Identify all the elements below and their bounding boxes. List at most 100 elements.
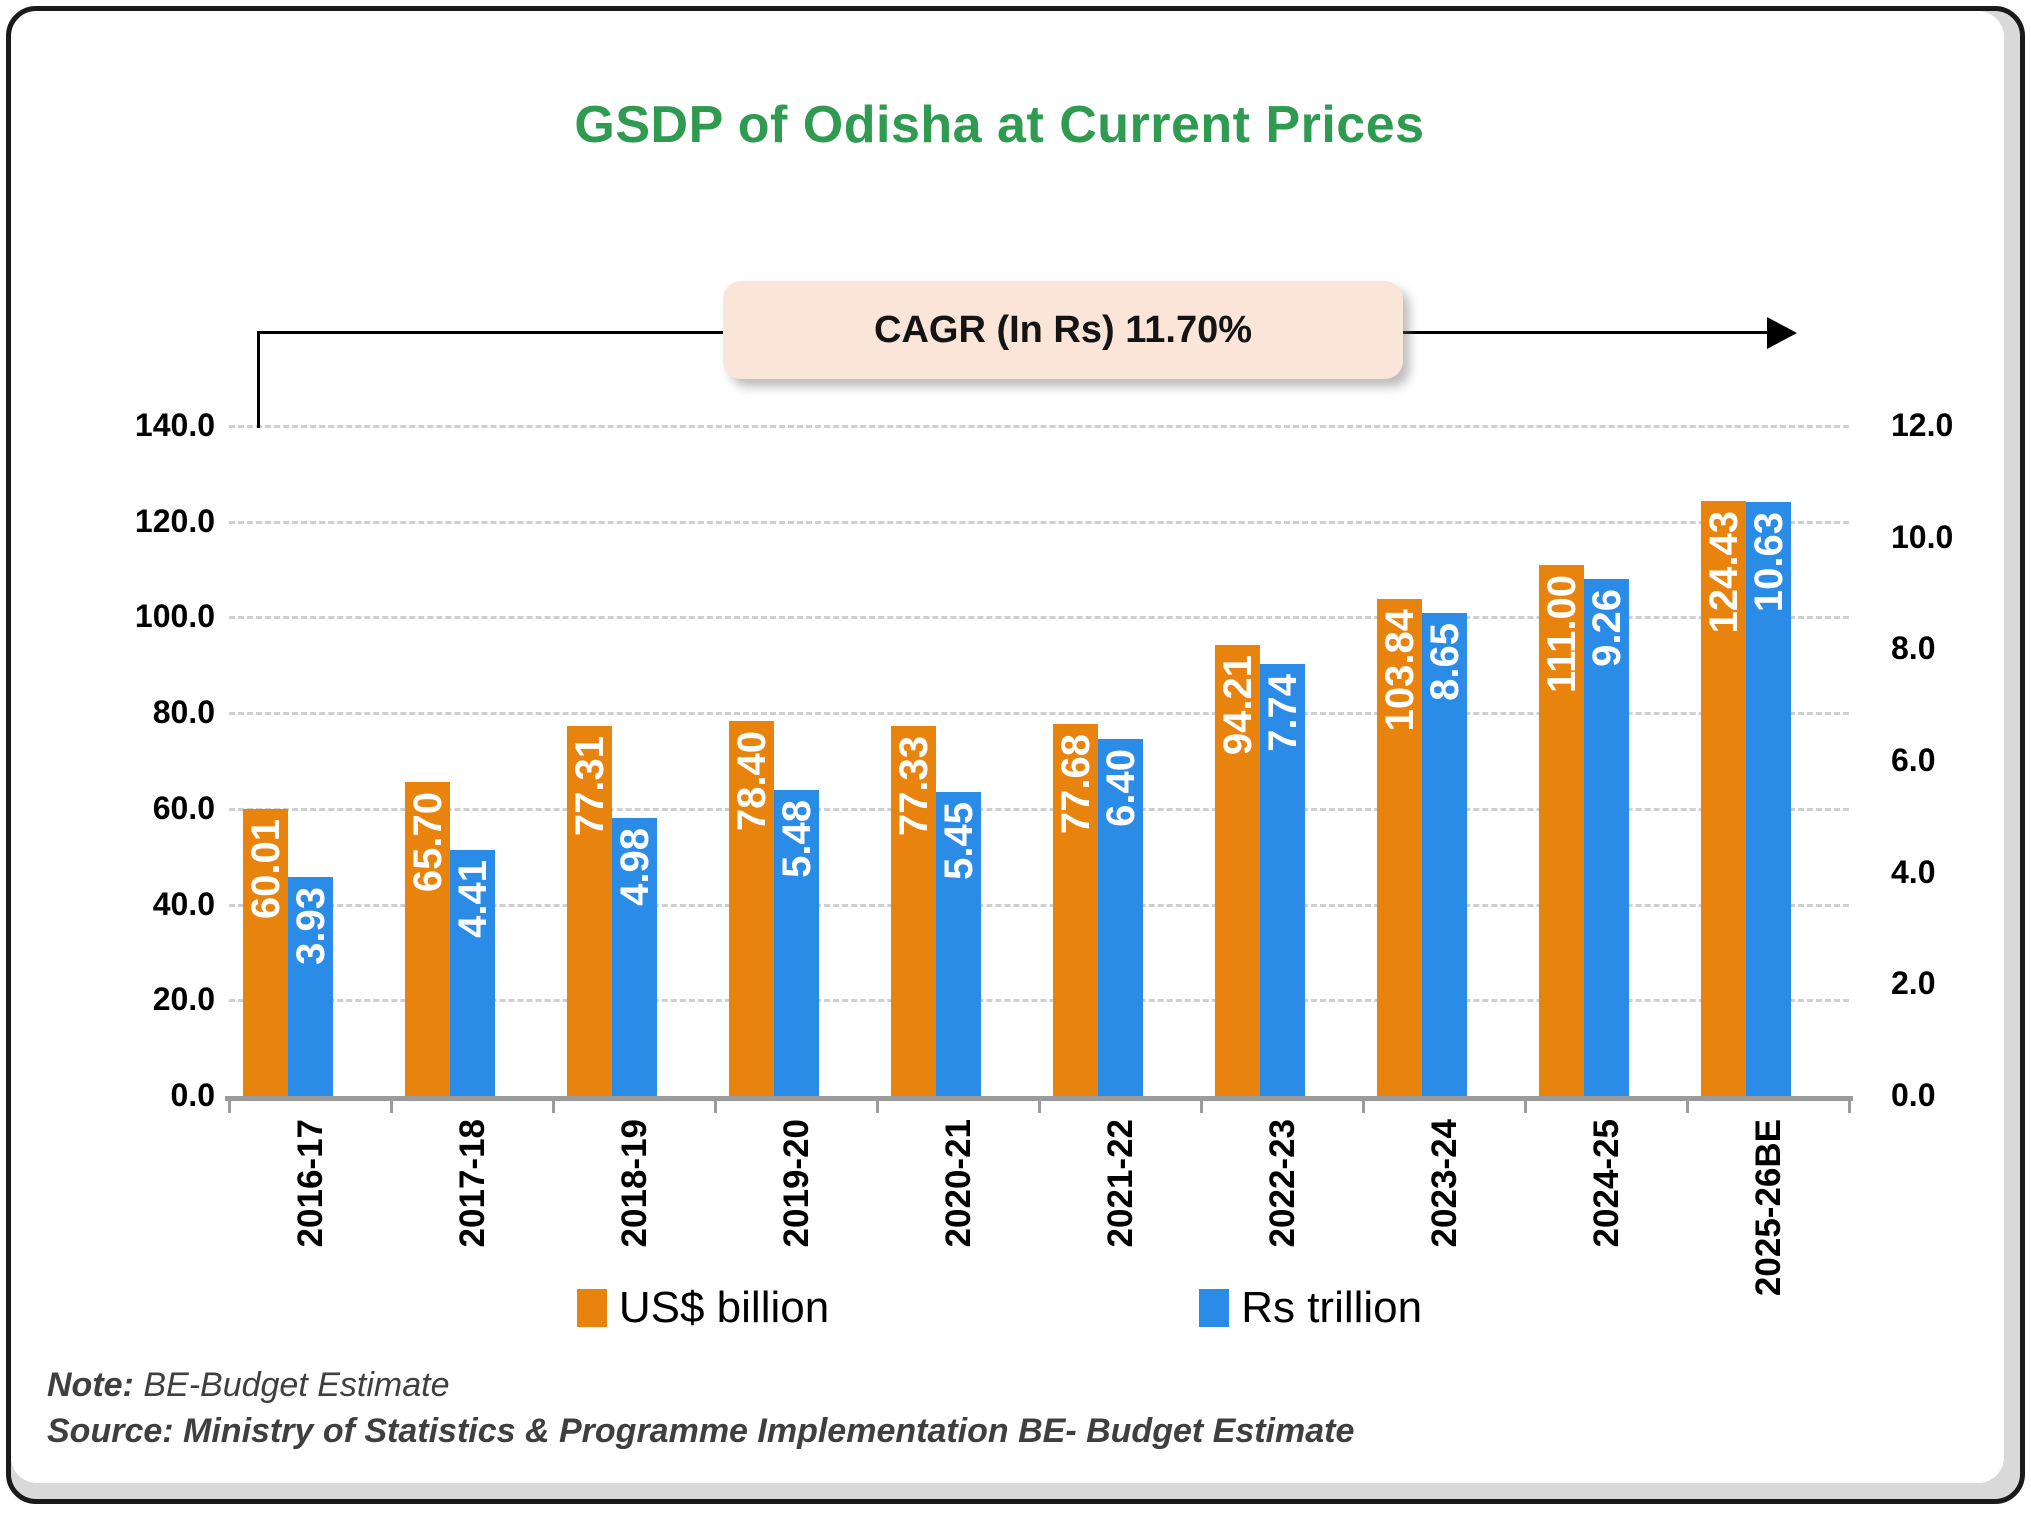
bar-value-text: 78.40 xyxy=(729,730,774,831)
y-axis-label-right: 8.0 xyxy=(1891,630,1936,667)
cagr-annotation: CAGR (In Rs) 11.70% xyxy=(723,281,1403,379)
bar-value-text: 10.63 xyxy=(1746,512,1791,613)
bar-rs-trillion xyxy=(288,876,333,1096)
bar-us-billion xyxy=(1377,599,1422,1096)
bar-value-text: 77.31 xyxy=(567,736,612,837)
x-axis-category-label: 2019-20 xyxy=(715,1119,877,1247)
x-axis-tick xyxy=(390,1096,393,1113)
bar-value-label-rs-trillion: 4.41 xyxy=(450,860,495,938)
bar-rs-trillion xyxy=(1098,738,1143,1096)
x-axis-tick xyxy=(876,1096,879,1113)
bar-value-label-rs-trillion: 4.98 xyxy=(612,828,657,906)
x-axis-tick xyxy=(1686,1096,1689,1113)
bar-value-text: 111.00 xyxy=(1539,574,1584,693)
bar-value-text: 9.26 xyxy=(1584,588,1629,667)
x-axis-category-label: 2023-24 xyxy=(1363,1119,1525,1247)
bar-value-label-rs-trillion: 8.65 xyxy=(1422,623,1467,701)
y-axis-label-left: 120.0 xyxy=(134,502,215,539)
bar-value-text: 5.48 xyxy=(774,800,819,878)
y-axis-label-left: 20.0 xyxy=(152,981,215,1018)
x-axis-category-label: 2024-25 xyxy=(1525,1119,1687,1247)
bar-value-text: 77.33 xyxy=(891,735,936,837)
bar-value-label-rs-trillion: 5.48 xyxy=(774,800,819,878)
bar-value-label-us-billion: 65.70 xyxy=(405,792,450,892)
bar-value-label-us-billion: 77.68 xyxy=(1053,734,1098,834)
bar-us-billion xyxy=(567,726,612,1096)
bar-value-label-us-billion: 103.84 xyxy=(1377,609,1422,731)
gridline xyxy=(229,807,1849,811)
legend-swatch-us-billion xyxy=(576,1289,607,1327)
bar-value-label-rs-trillion: 10.63 xyxy=(1746,512,1791,612)
x-axis-category-text: 2024-25 xyxy=(1586,1119,1626,1248)
x-axis-category-text: 2019-20 xyxy=(776,1119,816,1248)
x-axis-category-text: 2023-24 xyxy=(1424,1119,1464,1248)
x-axis-tick xyxy=(552,1096,555,1113)
y-axis-label-left: 0.0 xyxy=(170,1077,215,1113)
x-axis-category-label: 2018-19 xyxy=(553,1119,715,1247)
y-axis-label-left: 140.0 xyxy=(134,407,215,443)
bar-rs-trillion xyxy=(774,790,819,1096)
y-axis-label-right: 12.0 xyxy=(1891,407,1954,443)
bar-value-label-us-billion: 60.01 xyxy=(243,819,288,919)
bar-us-billion xyxy=(243,808,288,1096)
x-axis-tick xyxy=(1524,1096,1527,1113)
x-axis-category-label: 2020-21 xyxy=(877,1119,1039,1247)
bar-rs-trillion xyxy=(1584,578,1629,1096)
bar-value-label-us-billion: 78.40 xyxy=(729,731,774,831)
x-axis-category-text: 2025-26BE xyxy=(1748,1119,1788,1297)
cagr-arrow-head xyxy=(1767,317,1797,349)
x-axis-category-text: 2021-22 xyxy=(1100,1119,1140,1248)
legend-label-rs-trillion: Rs trillion xyxy=(1241,1283,1423,1332)
x-axis-tick xyxy=(228,1096,231,1113)
x-axis-category-label: 2017-18 xyxy=(391,1119,553,1247)
y-axis-label-left: 80.0 xyxy=(152,694,215,731)
y-axis-label-left: 40.0 xyxy=(152,885,215,922)
bar-value-label-us-billion: 111.00 xyxy=(1539,575,1584,693)
gridline xyxy=(229,903,1849,907)
x-axis-line xyxy=(225,1096,1853,1101)
x-axis-tick xyxy=(714,1096,717,1113)
bar-us-billion xyxy=(891,725,936,1096)
source-text: Ministry of Statistics & Programme Imple… xyxy=(173,1411,1355,1450)
legend-item-us-billion: US$ billion xyxy=(576,1283,830,1333)
bar-us-billion xyxy=(405,781,450,1096)
chart-title: GSDP of Odisha at Current Prices xyxy=(574,96,1425,154)
bar-value-label-us-billion: 77.33 xyxy=(891,736,936,836)
bar-value-text: 94.21 xyxy=(1215,655,1260,756)
bar-rs-trillion xyxy=(1260,663,1305,1096)
bar-value-text: 77.68 xyxy=(1053,734,1098,835)
bar-value-text: 6.40 xyxy=(1098,748,1143,827)
bar-value-text: 103.84 xyxy=(1377,609,1422,732)
bar-value-label-rs-trillion: 3.93 xyxy=(288,887,333,965)
bar-rs-trillion xyxy=(1746,502,1791,1096)
bar-value-text: 60.01 xyxy=(243,818,288,919)
x-axis-category-label: 2021-22 xyxy=(1039,1119,1201,1247)
bar-value-text: 65.70 xyxy=(405,791,450,892)
y-axis-label-right: 0.0 xyxy=(1891,1077,1936,1113)
cagr-arrow-vertical-line xyxy=(257,331,260,428)
bar-value-label-rs-trillion: 5.45 xyxy=(936,802,981,880)
bar-value-label-rs-trillion: 9.26 xyxy=(1584,589,1629,667)
bar-us-billion xyxy=(1215,645,1260,1096)
bar-us-billion xyxy=(1053,724,1098,1096)
y-axis-label-left: 60.0 xyxy=(152,789,215,826)
y-axis-label-right: 4.0 xyxy=(1891,853,1936,890)
gridline xyxy=(229,712,1849,716)
slide-frame: GSDP of Odisha at Current Prices CAGR (I… xyxy=(6,6,2025,1504)
legend-label-us-billion: US$ billion xyxy=(618,1283,830,1332)
note-line: Note: BE-Budget Estimate xyxy=(47,1363,1354,1409)
x-axis-category-text: 2017-18 xyxy=(452,1119,492,1248)
bar-us-billion xyxy=(1701,500,1746,1096)
bar-value-label-rs-trillion: 7.74 xyxy=(1260,674,1305,752)
gridline xyxy=(229,520,1849,524)
note-text: BE-Budget Estimate xyxy=(133,1366,450,1404)
x-axis-tick xyxy=(1200,1096,1203,1113)
bar-rs-trillion xyxy=(1422,613,1467,1096)
x-axis-category-label: 2022-23 xyxy=(1201,1119,1363,1247)
legend-swatch-rs-trillion xyxy=(1199,1289,1230,1327)
footnotes: Note: BE-Budget Estimate Source: Ministr… xyxy=(47,1363,1354,1455)
x-axis-tick xyxy=(1848,1096,1851,1113)
source-line: Source: Ministry of Statistics & Program… xyxy=(47,1409,1354,1455)
bar-value-label-us-billion: 77.31 xyxy=(567,736,612,836)
chart-area: GSDP of Odisha at Current Prices CAGR (I… xyxy=(11,11,2004,1483)
